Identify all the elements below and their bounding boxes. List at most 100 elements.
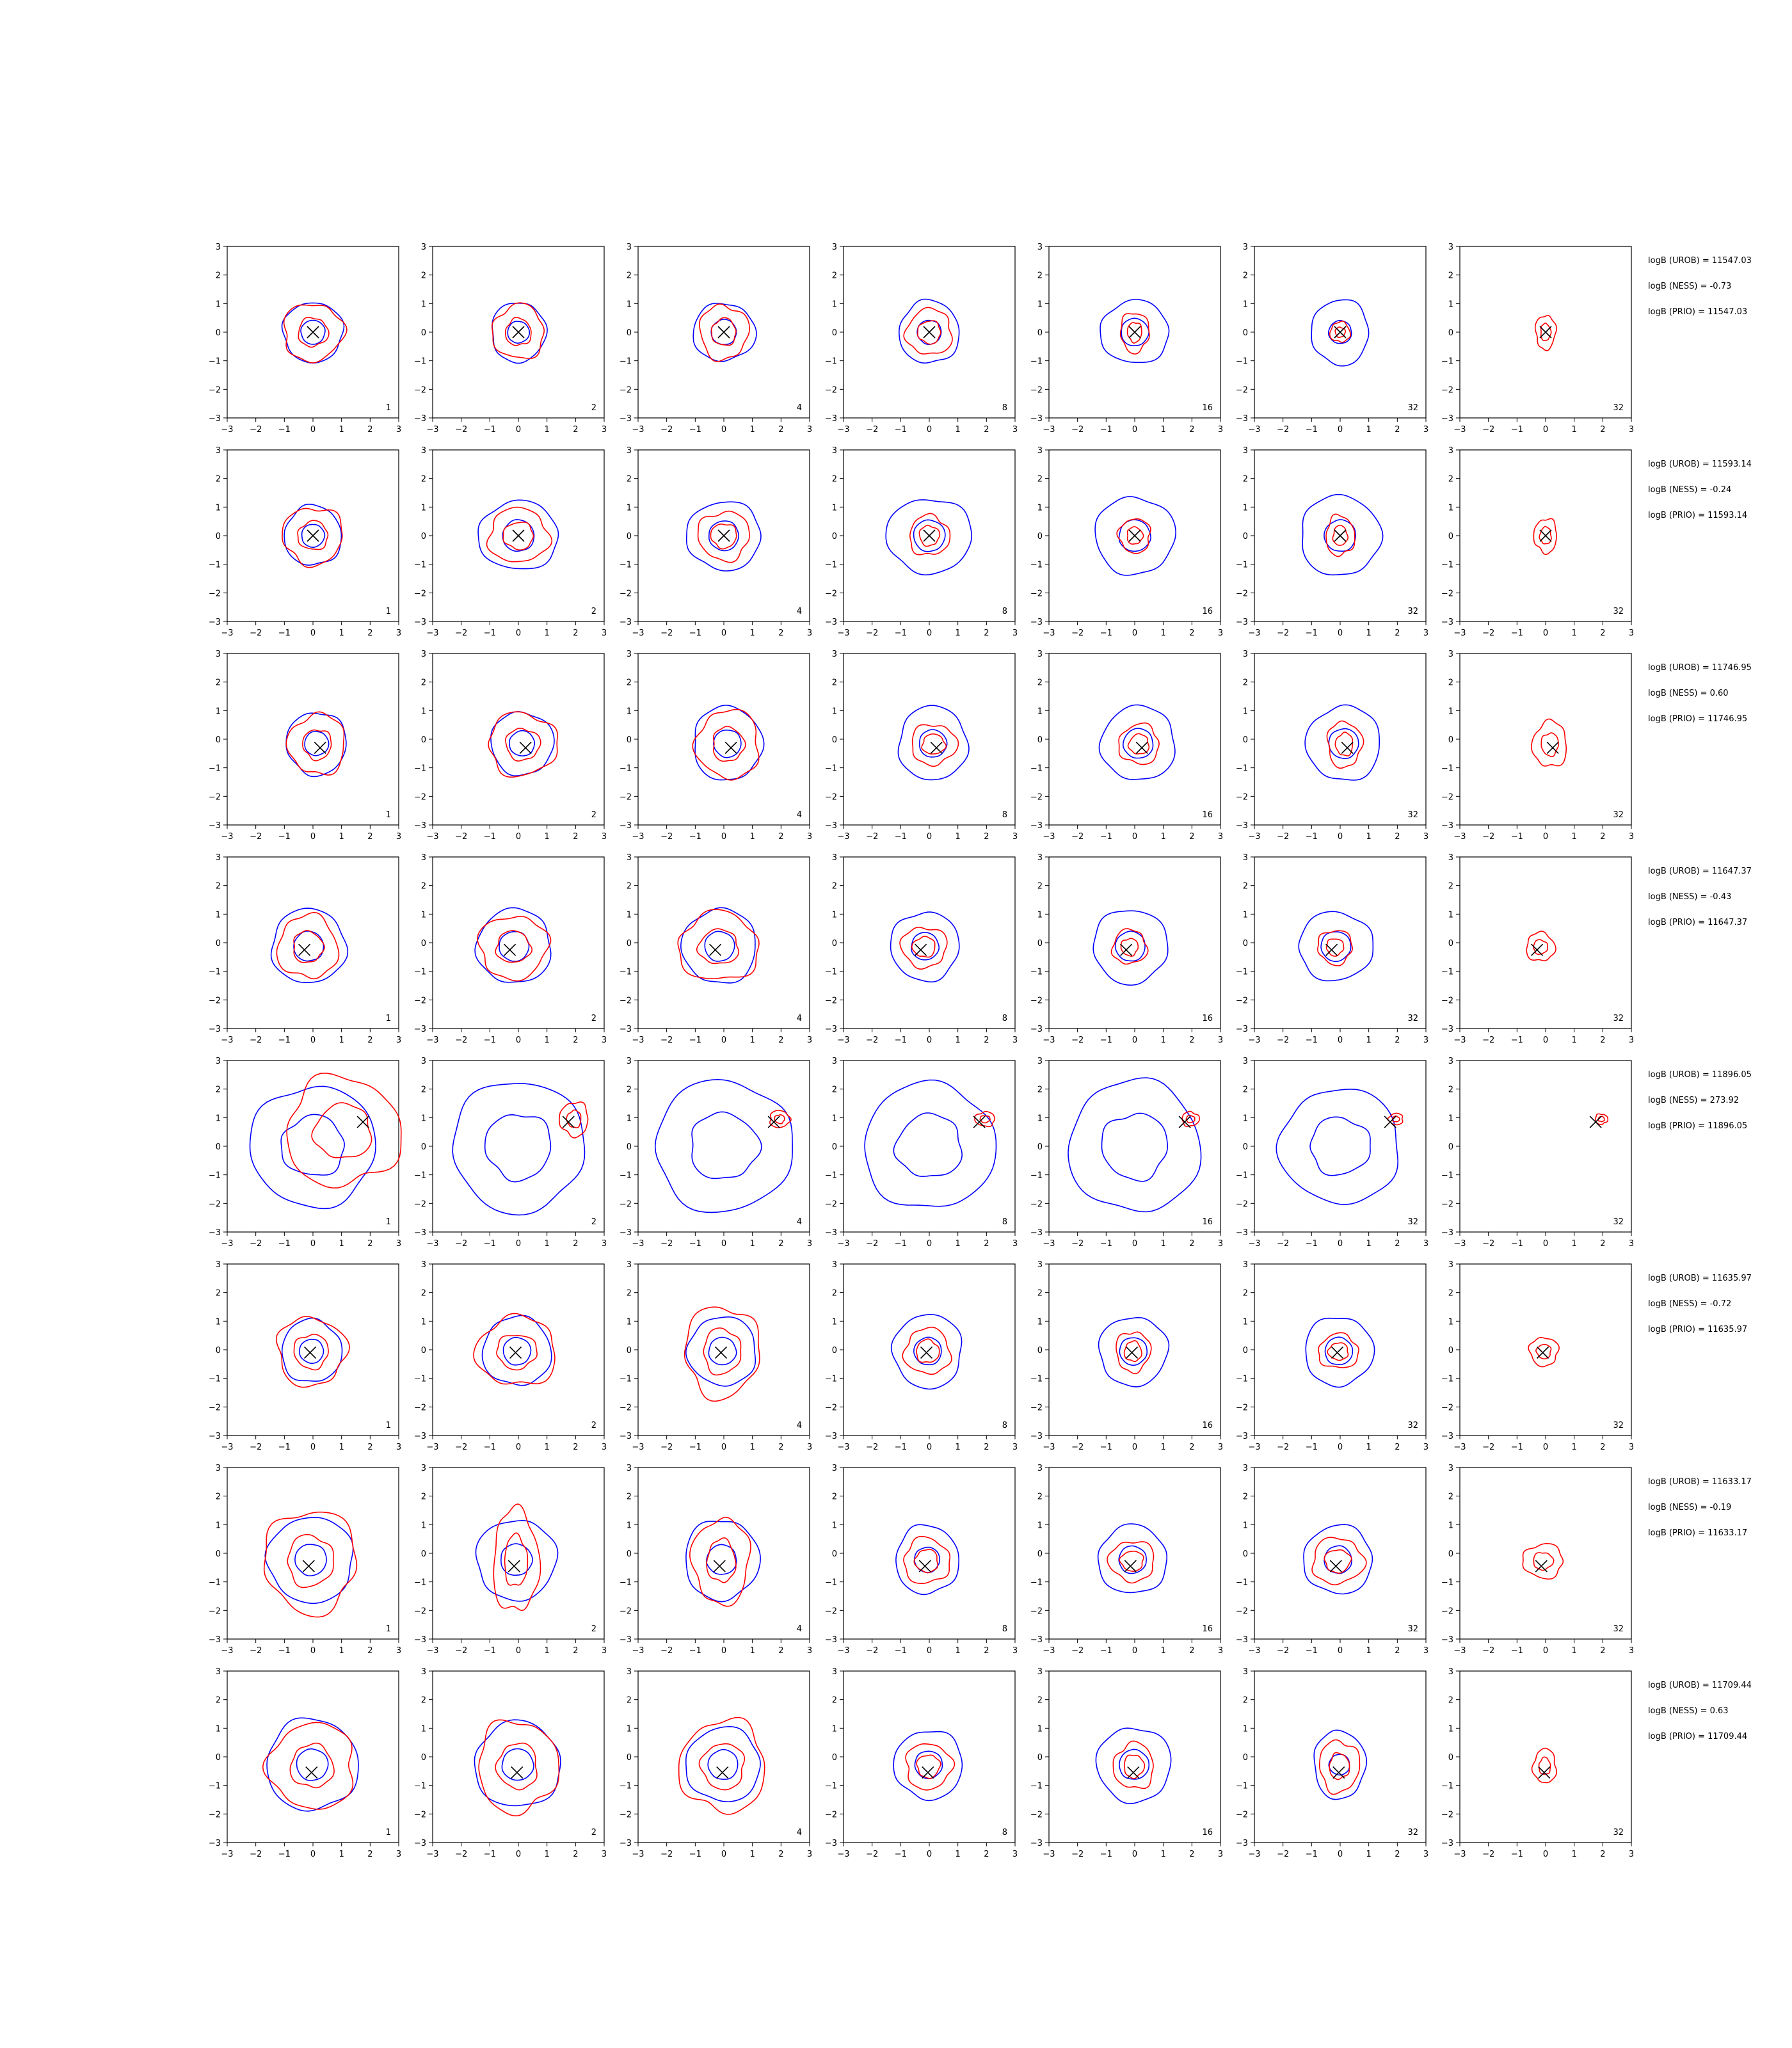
y-tick-label: −1 — [620, 968, 632, 977]
y-tick-label: 0 — [216, 1549, 221, 1559]
x-tick-label: 2 — [778, 628, 783, 638]
y-tick-label: 2 — [627, 271, 632, 281]
y-tick-label: 2 — [832, 882, 837, 892]
panel-r4-c6: −3−3 −2 −2 −1 −1 0 0 1 1 2 2 3 3 32 — [1236, 853, 1428, 1045]
red-contour-outer — [769, 1110, 792, 1128]
panel-corner-label: 1 — [386, 1421, 391, 1430]
panel-frame — [1459, 653, 1632, 826]
x-tick-label: 3 — [807, 628, 812, 638]
x-tick-label: 3 — [1012, 1850, 1018, 1859]
x-tick-label: −1 — [1100, 1443, 1112, 1452]
y-tick-label: 1 — [1243, 707, 1248, 716]
blue-contour-inner — [893, 1112, 963, 1177]
panel-r8-c3: −3−3 −2 −2 −1 −1 0 0 1 1 2 2 3 3 4 — [620, 1667, 812, 1859]
x-tick-label: 0 — [927, 1443, 932, 1452]
y-tick-label: −3 — [1030, 618, 1043, 627]
y-tick-label: 2 — [1448, 1492, 1453, 1502]
y-tick-label: −3 — [414, 1025, 426, 1034]
y-tick-label: 3 — [1243, 1667, 1248, 1677]
y-tick-label: 2 — [1448, 475, 1453, 484]
x-tick-label: −2 — [1277, 1646, 1289, 1656]
x-tick-label: −1 — [1306, 1036, 1318, 1045]
y-tick-label: 2 — [1243, 882, 1248, 892]
x-tick-label: −2 — [455, 425, 467, 435]
x-tick-label: −1 — [1511, 1036, 1523, 1045]
y-tick-label: −1 — [620, 1782, 632, 1791]
y-tick-label: 2 — [627, 1492, 632, 1502]
true-value-marker — [1325, 943, 1338, 956]
red-contour-inner — [696, 928, 740, 964]
x-tick-label: −2 — [1482, 1239, 1494, 1249]
y-tick-label: −3 — [1030, 414, 1043, 424]
y-tick-label: −1 — [414, 1375, 426, 1384]
y-tick-label: 0 — [627, 1346, 632, 1356]
y-tick-label: 1 — [216, 1724, 221, 1734]
y-tick-label: −1 — [414, 1782, 426, 1791]
panel-frame — [1254, 653, 1427, 826]
x-tick-label: 0 — [1132, 832, 1137, 842]
y-tick-label: 1 — [1243, 1114, 1248, 1123]
y-tick-label: −1 — [1441, 1375, 1453, 1384]
panel-corner-label: 4 — [797, 1217, 802, 1227]
blue-contour-outer — [685, 1521, 761, 1603]
x-tick-label: 0 — [1543, 1443, 1548, 1452]
x-tick-label: −1 — [1100, 832, 1112, 842]
true-value-marker — [508, 1560, 520, 1572]
true-value-marker — [717, 529, 730, 542]
y-tick-label: 3 — [832, 1464, 837, 1473]
x-tick-label: 0 — [721, 1239, 726, 1249]
x-tick-label: −3 — [837, 1646, 849, 1656]
y-tick-label: 3 — [1448, 446, 1453, 456]
y-tick-label: −2 — [209, 589, 221, 598]
y-tick-label: 3 — [421, 1260, 426, 1270]
y-tick-label: 3 — [216, 650, 221, 659]
y-tick-label: 3 — [832, 650, 837, 659]
y-tick-label: 1 — [1037, 1724, 1043, 1734]
blue-contour-inner — [1118, 1545, 1147, 1574]
x-tick-label: −2 — [1482, 425, 1494, 435]
x-tick-label: 1 — [956, 628, 961, 638]
y-tick-label: −1 — [1441, 1578, 1453, 1588]
x-tick-label: 1 — [1161, 832, 1166, 842]
panel-frame — [1048, 1060, 1221, 1233]
x-tick-label: −3 — [632, 1036, 644, 1045]
y-tick-label: 0 — [832, 939, 837, 948]
y-tick-label: 1 — [1037, 910, 1043, 920]
panel-r1-c6: −3−3 −2 −2 −1 −1 0 0 1 1 2 2 3 3 32 — [1236, 243, 1428, 435]
blue-contour-outer — [490, 711, 555, 777]
x-tick-label: −2 — [1277, 1036, 1289, 1045]
y-tick-label: −1 — [1441, 561, 1453, 570]
x-tick-label: 1 — [545, 425, 550, 435]
blue-contour-inner — [704, 931, 735, 962]
blue-contour-outer — [686, 501, 762, 572]
panel-frame — [1459, 856, 1632, 1029]
y-tick-label: −3 — [209, 1839, 221, 1848]
y-tick-label: −2 — [414, 589, 426, 598]
y-tick-label: −2 — [1030, 385, 1043, 395]
x-tick-label: 2 — [778, 1850, 783, 1859]
x-tick-label: −3 — [1043, 1850, 1055, 1859]
red-contour-outer — [1112, 1740, 1154, 1789]
x-tick-label: −1 — [484, 425, 496, 435]
y-tick-label: −2 — [1030, 589, 1043, 598]
y-tick-label: 2 — [832, 678, 837, 688]
red-contour-inner — [1332, 524, 1349, 546]
panel-corner-label: 2 — [591, 1624, 596, 1634]
y-tick-label: 2 — [1243, 475, 1248, 484]
panel-r2-c3: −3−3 −2 −2 −1 −1 0 0 1 1 2 2 3 3 4 — [620, 446, 812, 638]
y-tick-label: 3 — [421, 446, 426, 456]
y-tick-label: −3 — [1441, 1228, 1453, 1238]
true-value-marker — [307, 529, 319, 542]
true-value-marker — [1127, 1766, 1140, 1779]
y-tick-label: −2 — [1236, 1606, 1248, 1616]
true-value-marker — [1178, 1116, 1191, 1128]
panel-r5-c7: −3−3 −2 −2 −1 −1 0 0 1 1 2 2 3 3 32 — [1441, 1057, 1634, 1249]
red-contour-outer — [902, 1326, 952, 1375]
y-tick-label: 1 — [832, 300, 837, 309]
x-tick-label: 2 — [1600, 1646, 1605, 1656]
x-tick-label: −1 — [1100, 1850, 1112, 1859]
blue-contour-outer — [680, 907, 756, 984]
panel-corner-label: 32 — [1613, 607, 1624, 616]
x-tick-label: −1 — [689, 1850, 701, 1859]
y-tick-label: 2 — [1448, 882, 1453, 892]
